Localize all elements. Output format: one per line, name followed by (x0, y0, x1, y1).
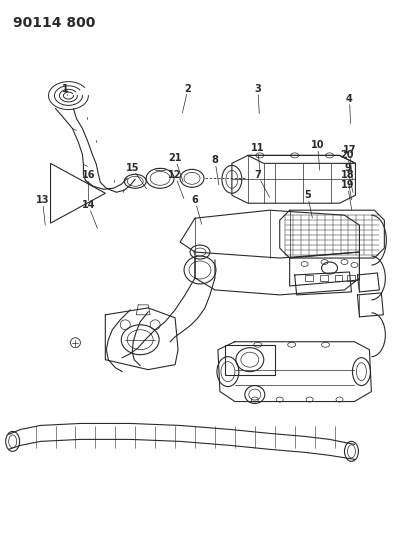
Text: 90114 800: 90114 800 (13, 16, 95, 30)
Text: 21: 21 (168, 154, 182, 164)
Text: 10: 10 (311, 140, 324, 150)
Bar (304, 275, 312, 281)
Text: 4: 4 (346, 94, 353, 103)
Text: 18: 18 (341, 171, 354, 180)
Text: 13: 13 (36, 195, 49, 205)
Text: 5: 5 (304, 190, 311, 200)
Text: 6: 6 (192, 195, 198, 205)
Text: 3: 3 (254, 84, 261, 94)
Text: 1: 1 (62, 84, 69, 94)
Bar (347, 275, 355, 281)
Text: 15: 15 (125, 163, 139, 173)
Text: 17: 17 (343, 146, 356, 156)
Text: 9: 9 (344, 163, 351, 173)
Text: 16: 16 (82, 171, 95, 180)
Text: 12: 12 (168, 171, 182, 180)
Text: 19: 19 (341, 180, 354, 190)
Text: 7: 7 (254, 171, 261, 180)
Text: 8: 8 (211, 156, 219, 165)
Bar (335, 275, 343, 281)
Text: 20: 20 (341, 150, 354, 160)
Text: 2: 2 (185, 84, 191, 94)
Text: 14: 14 (82, 200, 95, 210)
Bar (320, 275, 328, 281)
Text: 11: 11 (251, 143, 265, 154)
